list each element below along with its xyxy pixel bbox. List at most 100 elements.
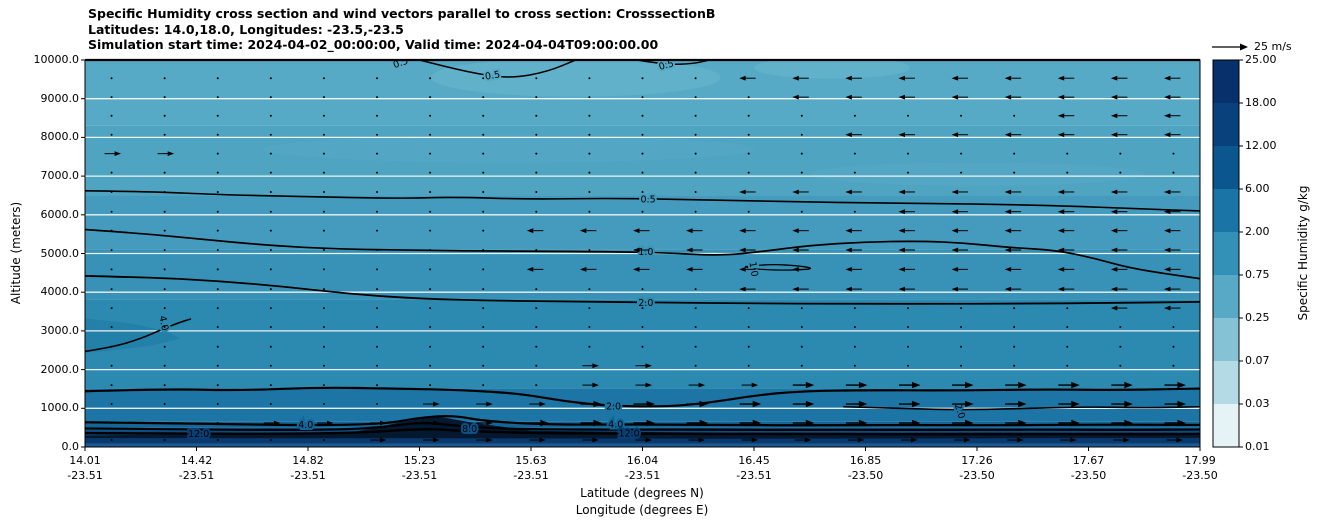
x-tick-latitude: 17.99 bbox=[1184, 454, 1216, 467]
x-tick-latitude: 15.63 bbox=[515, 454, 547, 467]
x-tick-label: 15.63 -23.51 bbox=[499, 453, 563, 483]
colorbar-segment bbox=[1213, 103, 1239, 147]
y-tick-label: 9000.0 bbox=[40, 91, 80, 105]
colorbar-tick-label: 12.00 bbox=[1245, 139, 1277, 152]
contour-label: 4.0 bbox=[608, 419, 623, 430]
contour-label: 4.0 bbox=[298, 420, 313, 431]
wind-legend: 25 m/s bbox=[1211, 40, 1292, 53]
colorbar-segment bbox=[1213, 275, 1239, 319]
wind-reference-arrow-icon bbox=[1212, 43, 1248, 50]
x-tick-latitude: 16.04 bbox=[626, 454, 659, 467]
colorbar-tick-label: 6.00 bbox=[1245, 182, 1270, 195]
contour-line-8.0 bbox=[85, 422, 1200, 432]
y-tick-label: 1000.0 bbox=[40, 401, 80, 415]
y-tick-label: 0.0 bbox=[61, 440, 80, 453]
colorbar-tick-label: 0.25 bbox=[1245, 311, 1270, 324]
x-tick-label: 17.26 -23.50 bbox=[945, 453, 1009, 483]
x-axis-label-longitude: Longitude (degrees E) bbox=[575, 503, 709, 517]
colorbar-segment bbox=[1213, 404, 1239, 448]
x-tick-latitude: 17.26 bbox=[961, 454, 993, 467]
x-axis-label-latitude: Latitude (degrees N) bbox=[580, 486, 704, 500]
wind-vector-layer bbox=[104, 75, 1186, 443]
colorbar-border bbox=[1212, 59, 1240, 448]
x-tick-longitude: -23.50 bbox=[959, 469, 995, 482]
y-tick-label: 10000.0 bbox=[33, 53, 80, 66]
chart-title: Specific Humidity cross section and wind… bbox=[88, 6, 716, 21]
x-tick-latitude: 14.42 bbox=[180, 454, 213, 467]
contour-line-0.5 bbox=[419, 60, 576, 78]
x-tick-label: 17.67 -23.50 bbox=[1057, 453, 1121, 483]
x-tick-label: 14.42 -23.51 bbox=[165, 453, 229, 483]
y-tick-label: 4000.0 bbox=[40, 285, 80, 299]
x-tick-latitude: 14.82 bbox=[292, 454, 324, 467]
chart-title-block: Specific Humidity cross section and wind… bbox=[88, 6, 715, 53]
y-tick-label: 5000.0 bbox=[40, 246, 80, 260]
colorbar-segment bbox=[1213, 146, 1239, 190]
colorbar-tick-label: 2.00 bbox=[1245, 225, 1270, 238]
x-tick-latitude: 15.23 bbox=[403, 454, 436, 467]
x-tick-longitude: -23.51 bbox=[513, 469, 549, 482]
contour-label: 2.0 bbox=[606, 401, 621, 412]
colorbar-segment bbox=[1213, 318, 1239, 362]
colorbar-segment bbox=[1213, 232, 1239, 276]
y-tick-label: 7000.0 bbox=[40, 169, 80, 183]
colorbar-segment bbox=[1213, 361, 1239, 405]
contour-line-4.0 bbox=[85, 318, 192, 353]
x-tick-label: 14.82 -23.51 bbox=[276, 453, 340, 483]
x-tick-longitude: -23.51 bbox=[290, 469, 326, 482]
x-tick-label: 16.04 -23.51 bbox=[611, 453, 675, 483]
x-tick-label: 15.23 -23.51 bbox=[388, 453, 452, 483]
x-tick-latitude: 16.85 bbox=[849, 454, 882, 467]
y-tick-label: 8000.0 bbox=[40, 130, 80, 144]
colorbar-title: Specific Humidity g/kg bbox=[1296, 185, 1310, 321]
x-tick-longitude: -23.51 bbox=[67, 469, 103, 482]
contour-label: 12.0 bbox=[619, 429, 640, 440]
colorbar-tick-label: 25.00 bbox=[1245, 53, 1277, 66]
x-tick-longitude: -23.51 bbox=[736, 469, 772, 482]
y-tick-label: 3000.0 bbox=[40, 323, 80, 337]
contour-label: 0.5 bbox=[484, 69, 501, 82]
colorbar-tick-label: 18.00 bbox=[1245, 96, 1277, 109]
x-tick-longitude: -23.50 bbox=[847, 469, 884, 482]
contour-label: 12.0 bbox=[188, 429, 209, 440]
contour-line-1.0 bbox=[85, 228, 1200, 280]
chart-subtitle-coordinates: Latitudes: 14.0,18.0, Longitudes: -23.5,… bbox=[88, 21, 404, 37]
contour-line-1.0 bbox=[744, 264, 812, 271]
contour-line-4.0 bbox=[85, 415, 1200, 427]
x-tick-latitude: 17.67 bbox=[1072, 454, 1105, 467]
contour-line-2.0 bbox=[85, 386, 1200, 408]
chart-subtitle-times: Simulation start time: 2024-04-02_00:00:… bbox=[88, 37, 659, 52]
colorbar-segment bbox=[1213, 189, 1239, 233]
wind-legend-label: 25 m/s bbox=[1254, 40, 1292, 53]
x-tick-longitude: -23.51 bbox=[401, 469, 438, 482]
x-tick-label: 14.01 -23.51 bbox=[53, 453, 117, 483]
colorbar-tick-label: 0.01 bbox=[1245, 440, 1270, 453]
x-tick-label: 17.99 -23.50 bbox=[1168, 453, 1232, 483]
x-tick-latitude: 14.01 bbox=[69, 454, 101, 467]
contour-line-layer: 0.50.50.50.51.01.02.04.02.0 2.04.0 8.0 4.01… bbox=[85, 60, 1200, 442]
colorbar-tick-label: 0.07 bbox=[1245, 354, 1270, 367]
contour-fill-layer bbox=[85, 60, 1200, 447]
contour-label: 4.0 bbox=[156, 315, 170, 332]
contour-line-2.0 bbox=[843, 405, 1200, 411]
x-tick-latitude: 16.45 bbox=[738, 454, 770, 467]
contour-label: 1.0 bbox=[638, 247, 653, 258]
contour-label: 8.0 bbox=[462, 424, 477, 435]
x-tick-longitude: -23.50 bbox=[1182, 469, 1218, 482]
colorbar-tick-label: 0.03 bbox=[1245, 397, 1270, 410]
contour-label: 2.0 bbox=[638, 298, 653, 309]
colorbar-segment bbox=[1213, 60, 1239, 104]
contour-line-0.5 bbox=[636, 60, 710, 66]
x-tick-label: 16.45 -23.51 bbox=[722, 453, 786, 483]
contour-line-12.0 bbox=[85, 428, 1200, 436]
contour-line-0.5 bbox=[85, 190, 1200, 212]
colorbar-tick-label: 0.75 bbox=[1245, 268, 1270, 281]
x-tick-longitude: -23.51 bbox=[624, 469, 661, 482]
contour-line-2.0 bbox=[85, 275, 1200, 305]
x-tick-longitude: -23.51 bbox=[178, 469, 215, 482]
contour-label: 0.5 bbox=[641, 194, 656, 205]
x-tick-label: 16.85 -23.50 bbox=[834, 453, 898, 483]
y-tick-label: 6000.0 bbox=[40, 207, 80, 221]
